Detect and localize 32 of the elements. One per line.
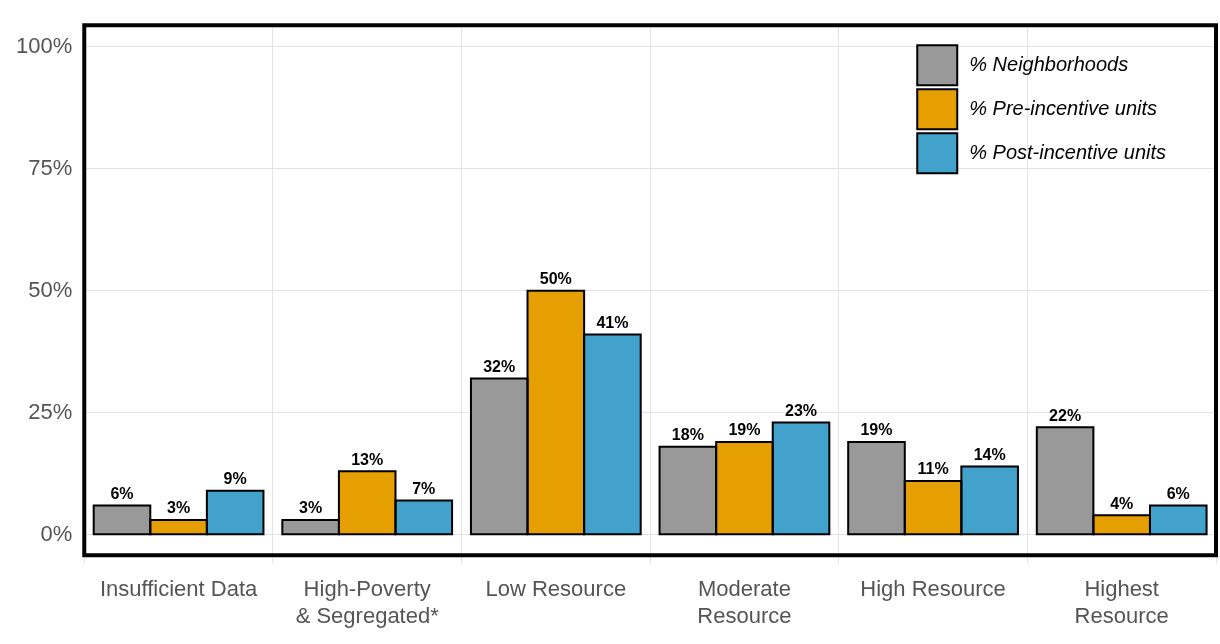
x-tick-label: Highest Resource [1074, 576, 1169, 628]
text: 3% [299, 499, 323, 517]
text: 23% [785, 401, 818, 419]
text: 50% [539, 270, 572, 288]
y-tick-label: 50% [28, 276, 73, 302]
y-tick-label: 100% [15, 32, 73, 58]
text: 19% [860, 421, 893, 439]
text: 13% [351, 450, 384, 468]
legend-label: % Neighborhoods [969, 52, 1129, 75]
x-tick-label: High Resource [860, 576, 1006, 602]
text: 6% [1166, 484, 1190, 502]
legend-label: % Post-incentive units [969, 140, 1167, 163]
text: 32% [483, 357, 516, 375]
text: 18% [671, 426, 704, 444]
text: 22% [1049, 406, 1082, 424]
text: 41% [596, 314, 629, 332]
text: 11% [917, 460, 949, 478]
x-tick-label: Insufficient Data [99, 576, 259, 602]
text: 19% [728, 421, 761, 439]
legend-label: % Pre-incentive units [969, 96, 1158, 119]
text: 4% [1110, 494, 1134, 512]
text: 6% [110, 484, 134, 502]
y-tick-label: 0% [40, 520, 73, 546]
y-tick-label: 25% [28, 398, 73, 424]
x-tick-label: High-Poverty & Segregated* [295, 576, 440, 628]
text: 3% [167, 499, 191, 517]
text: 7% [412, 479, 436, 497]
x-tick-label: Low Resource [485, 576, 627, 602]
text: 14% [973, 445, 1006, 463]
text: 9% [223, 470, 247, 488]
y-tick-label: 75% [28, 154, 73, 180]
x-tick-label: Moderate Resource [697, 576, 792, 628]
